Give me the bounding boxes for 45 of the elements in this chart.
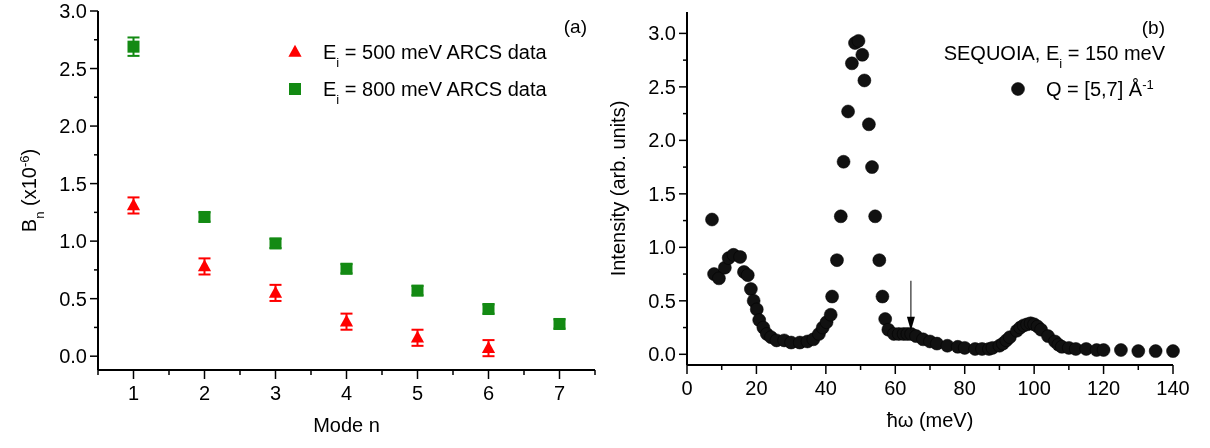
y-axis-title: Intensity (arb. units) [607,100,629,277]
x-tick-label: 100 [1017,377,1051,399]
x-axis-title: Mode n [313,414,380,436]
y-tick-label: 2.0 [648,129,676,152]
y-tick-label: 0.5 [648,289,676,312]
legend-label: E$_{i}$ = 500 meV ARCS data [323,41,548,70]
y-tick-label: 0.5 [59,287,87,310]
point [126,198,141,211]
x-tick-label: 20 [745,377,768,399]
x-tick-label: 60 [884,377,907,399]
x-tick-label: 2 [198,382,211,404]
x-tick-label: 120 [1086,377,1121,399]
point [127,40,140,53]
annotation: (b) [1141,17,1165,38]
legend-label: Q = [5,7] Å$^{-1}$ [1046,76,1154,100]
point [339,314,354,327]
x-tick-label: 7 [553,382,566,404]
y-tick-label: 1.0 [59,230,87,253]
point [197,259,212,272]
x-tick-label: 6 [482,382,495,404]
x-tick-label: 1 [127,382,140,404]
point [410,330,425,343]
y-tick-label: 1.5 [59,172,87,195]
y-tick-label: 2.5 [59,57,87,80]
point [481,340,496,353]
x-tick-label: 0 [681,377,693,399]
legend-title: SEQUOIA, E$_{i}$ = 150 meV [943,42,1166,71]
y-tick-label: 3.0 [59,0,87,22]
x-tick-label: 3 [269,382,282,404]
y-tick-label: 2.0 [59,115,87,138]
x-axis-title: ħω (meV) [886,409,974,431]
legend-label: E$_{i}$ = 800 meV ARCS data [323,78,548,107]
y-tick-label: 0.0 [648,343,676,366]
x-tick-label: 4 [340,382,353,404]
y-tick-label: 1.0 [648,236,676,259]
point [268,285,283,298]
y-tick-label: 3.0 [648,22,676,45]
annotation: (a) [563,16,587,37]
y-tick-label: 1.5 [648,182,676,205]
x-tick-label: 140 [1156,377,1190,399]
x-tick-label: 5 [411,382,424,404]
y-tick-label: 2.5 [648,75,676,98]
y-tick-label: 0.0 [59,345,87,368]
x-tick-label: 80 [953,377,976,399]
x-tick-label: 40 [814,377,837,399]
